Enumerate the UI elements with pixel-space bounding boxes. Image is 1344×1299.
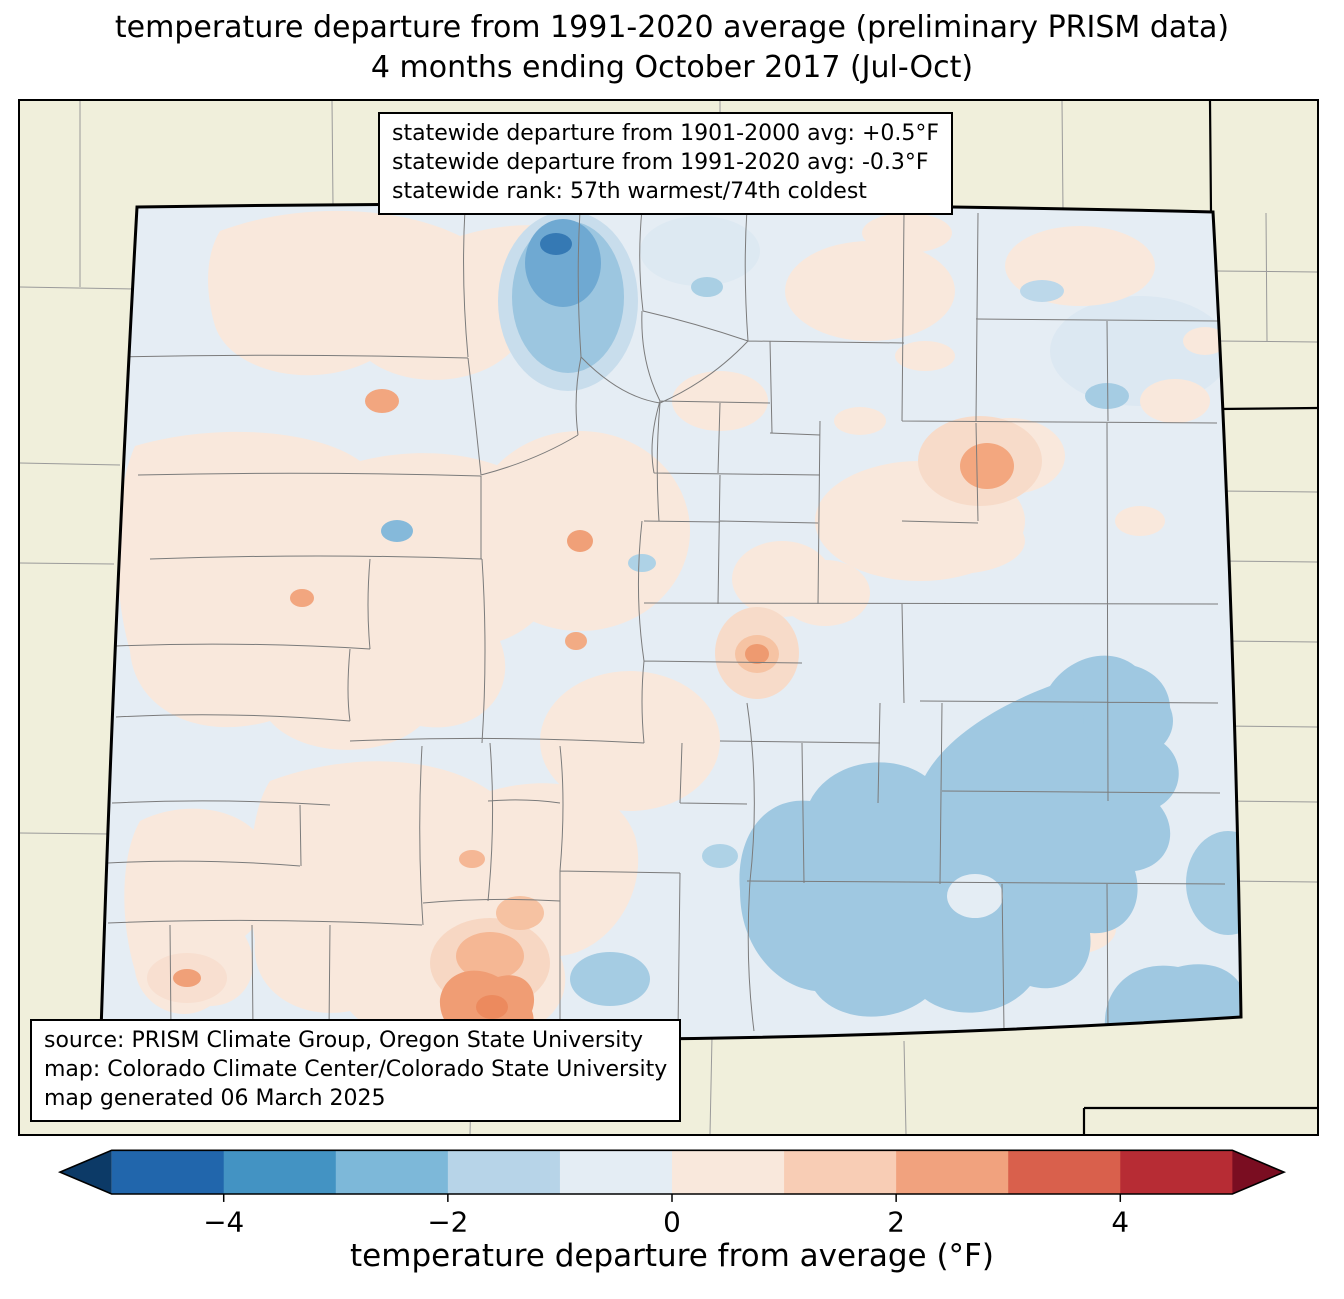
stats-line-1: statewide departure from 1901-2000 avg: … (392, 121, 940, 146)
warm-anomaly-strong (173, 389, 1014, 1040)
county-lines (107, 208, 1226, 1032)
stats-line-2: statewide departure from 1991-2020 avg: … (392, 150, 929, 175)
colorbar-tick-label: −4 (203, 1206, 244, 1239)
stats-box: statewide departure from 1901-2000 avg: … (378, 112, 954, 215)
colorbar-segment (896, 1150, 1009, 1194)
page-title-line-2: 4 months ending October 2017 (Jul-Oct) (370, 50, 974, 85)
colorbar-segment (784, 1150, 897, 1194)
colorbar-tick-label: 0 (663, 1206, 681, 1239)
page-title-line-1: temperature departure from 1991-2020 ave… (114, 10, 1230, 45)
colorbar-outline (57, 1149, 1287, 1195)
colorbar-segment (1008, 1150, 1121, 1194)
colorbar-segment (335, 1150, 449, 1194)
colorbar-tick-label: 2 (887, 1206, 905, 1239)
neighbor-state-borders (1082, 101, 1317, 1134)
colorado-temperature-map: statewide departure from 1901-2000 avg: … (18, 99, 1319, 1136)
colorbar-segment (223, 1150, 337, 1194)
colorbar-tick-label: −2 (427, 1206, 468, 1239)
colorbar-label: temperature departure from average (°F) (350, 1238, 994, 1274)
source-line-1: source: PRISM Climate Group, Oregon Stat… (44, 1028, 644, 1053)
source-line-2: map: Colorado Climate Center/Colorado St… (44, 1057, 668, 1082)
colorbar-wrap: −4 −2 0 2 4 (0, 1146, 1344, 1244)
colorbar-segment (1120, 1150, 1233, 1194)
colorbar-segment (559, 1150, 673, 1194)
stats-line-3: statewide rank: 57th warmest/74th coldes… (392, 179, 867, 204)
cool-anomaly-regions (381, 211, 1241, 1037)
source-box: source: PRISM Climate Group, Oregon Stat… (30, 1019, 682, 1122)
colorbar: −4 −2 0 2 4 (57, 1149, 1287, 1239)
colorbar-right-arrow (1232, 1150, 1285, 1194)
colorbar-left-arrow (59, 1150, 112, 1194)
anomaly-regions (107, 208, 1241, 1040)
page-title: temperature departure from 1991-2020 ave… (0, 8, 1344, 88)
colorbar-segment (672, 1150, 785, 1194)
source-line-3: map generated 06 March 2025 (44, 1086, 386, 1111)
colorbar-segment (447, 1150, 561, 1194)
colorbar-segment (111, 1150, 225, 1194)
colorbar-tick-label: 4 (1111, 1206, 1129, 1239)
map-graphic (20, 101, 1317, 1134)
